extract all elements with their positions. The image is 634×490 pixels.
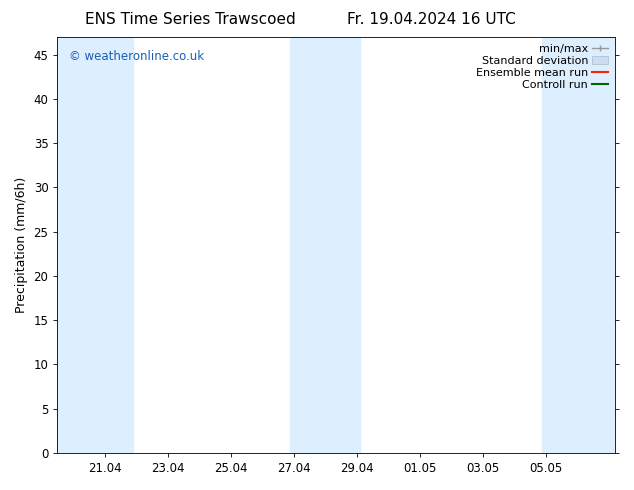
Bar [543,37,615,453]
Bar [290,37,359,453]
Bar [58,37,133,453]
Text: ENS Time Series Trawscoed: ENS Time Series Trawscoed [85,12,295,27]
Y-axis label: Precipitation (mm/6h): Precipitation (mm/6h) [15,177,28,313]
Text: © weatheronline.co.uk: © weatheronline.co.uk [68,49,204,63]
Text: Fr. 19.04.2024 16 UTC: Fr. 19.04.2024 16 UTC [347,12,515,27]
Legend: min/max, Standard deviation, Ensemble mean run, Controll run: min/max, Standard deviation, Ensemble me… [472,40,612,94]
